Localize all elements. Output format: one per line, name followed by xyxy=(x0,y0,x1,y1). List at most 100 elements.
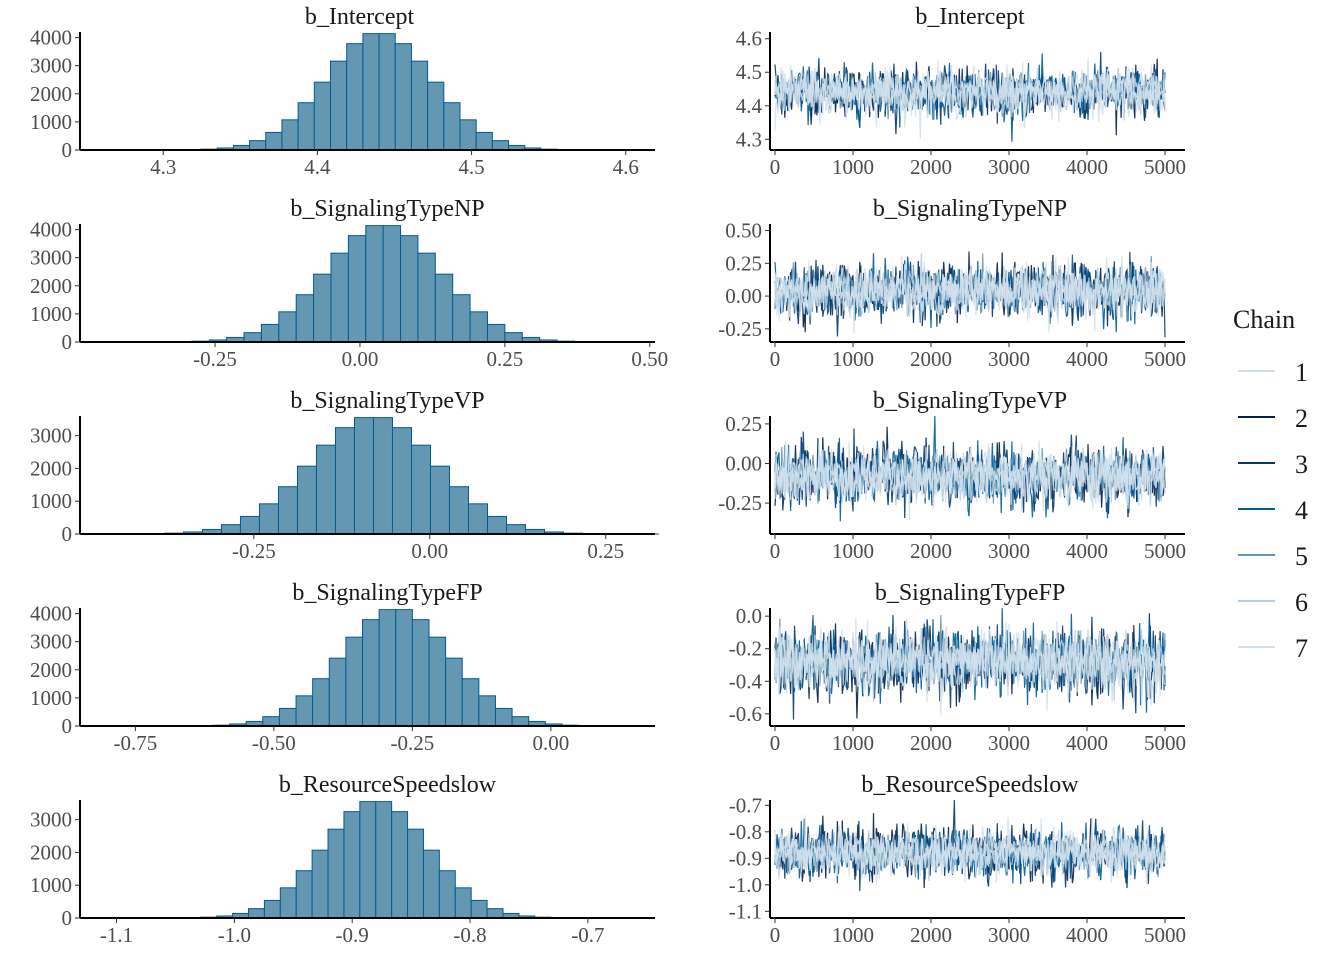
y-tick-label: 4.5 xyxy=(736,60,762,84)
y-tick-label: 3000 xyxy=(30,630,72,654)
y-tick-label: -0.9 xyxy=(729,846,762,870)
histogram-bar xyxy=(486,908,504,919)
histogram-panel: b_Intercept 4.3 4.4 4.5 4.6 0 1000 2000 3000 4000 xyxy=(30,4,655,179)
histogram-bar xyxy=(422,849,440,919)
histogram-bar xyxy=(511,716,530,727)
x-tick-label: 1000 xyxy=(832,347,874,371)
y-tick-label: 4000 xyxy=(30,218,72,242)
trace-panel: b_ResourceSpeedslow 0 1000 2000 3000 4000 5000… xyxy=(729,772,1186,947)
histogram-bar xyxy=(330,60,348,151)
histogram-panel: b_SignalingTypeNP -0.25 0.00 0.25 0.50 0 1000 2… xyxy=(30,196,668,371)
x-tick-label: 5000 xyxy=(1144,923,1186,947)
x-tick-label: 4000 xyxy=(1066,347,1108,371)
panel-title: b_SignalingTypeFP xyxy=(875,580,1065,606)
histogram-bar xyxy=(478,695,496,727)
histogram-bar xyxy=(429,465,450,535)
histogram-bar xyxy=(411,619,430,727)
histogram-bar xyxy=(311,849,329,919)
trace-line-chain-7 xyxy=(774,262,1166,324)
histogram-bar xyxy=(410,60,429,151)
legend-label: 1 xyxy=(1295,358,1308,387)
histogram-bar xyxy=(378,609,397,727)
histogram-bar xyxy=(438,870,456,919)
y-tick-label: 2000 xyxy=(30,840,72,864)
histogram-bar xyxy=(278,707,297,727)
x-tick-label: -0.50 xyxy=(252,731,296,755)
histogram-bar xyxy=(505,524,527,535)
y-tick-label: 4.4 xyxy=(736,94,763,118)
y-tick-label: 0.00 xyxy=(725,284,762,308)
y-tick-label: 4000 xyxy=(30,26,72,50)
x-tick-label: -0.9 xyxy=(336,923,369,947)
y-tick-label: 2000 xyxy=(30,658,72,682)
panel-title: b_Intercept xyxy=(915,4,1025,30)
histogram-bar xyxy=(265,131,283,151)
histogram-bar xyxy=(220,524,241,535)
x-tick-label: 1000 xyxy=(832,539,874,563)
y-tick-label: 0.00 xyxy=(725,452,762,476)
y-tick-label: 4.3 xyxy=(736,127,762,151)
y-tick-label: 0.50 xyxy=(725,219,762,243)
histogram-bar xyxy=(295,870,313,919)
histogram-bar xyxy=(395,609,413,727)
histogram-panel: b_ResourceSpeedslow -1.1 -1.0 -0.9 -0.8 -0.7 0… xyxy=(30,772,655,947)
y-tick-label: 1000 xyxy=(30,686,72,710)
x-tick-label: 4000 xyxy=(1066,731,1108,755)
x-tick-label: 0.25 xyxy=(587,539,624,563)
histogram-bar xyxy=(312,678,330,727)
trace-panel: b_SignalingTypeFP 0 1000 2000 3000 4000 5000 -0… xyxy=(729,580,1186,755)
trace-line-chain-1 xyxy=(774,617,1166,716)
histogram-bar xyxy=(239,515,260,535)
trace-panel: b_Intercept 0 1000 2000 3000 4000 5000 4.3 4.4 4.… xyxy=(736,4,1186,179)
legend-title: Chain xyxy=(1233,305,1295,334)
legend-label: 5 xyxy=(1295,542,1308,571)
histogram-bar xyxy=(279,887,297,919)
histogram-bar xyxy=(362,33,380,151)
histogram-bar xyxy=(445,657,463,727)
x-tick-label: -0.25 xyxy=(390,731,434,755)
histogram-bar xyxy=(448,486,469,535)
x-tick-label: 0 xyxy=(770,539,781,563)
y-tick-label: -1.1 xyxy=(729,899,762,923)
panel-title: b_ResourceSpeedslow xyxy=(279,772,497,798)
x-tick-label: -1.0 xyxy=(218,923,251,947)
histogram-bar xyxy=(452,294,471,343)
histogram-bar xyxy=(434,273,454,343)
legend-label: 6 xyxy=(1295,588,1308,617)
histogram-bar xyxy=(427,81,445,151)
histogram-bar xyxy=(258,503,279,535)
trace-line-chain-7 xyxy=(774,64,1166,118)
y-tick-label: 0 xyxy=(62,906,73,930)
histogram-panel: b_SignalingTypeFP -0.75 -0.50 -0.25 0.00 0 100… xyxy=(30,580,655,755)
histogram-bar xyxy=(375,801,393,919)
y-tick-label: -0.4 xyxy=(729,669,763,693)
histogram-bar xyxy=(281,119,299,151)
histogram-bar xyxy=(469,311,488,343)
x-tick-label: 3000 xyxy=(988,923,1030,947)
panel-title: b_ResourceSpeedslow xyxy=(861,772,1079,798)
x-tick-label: -0.8 xyxy=(453,923,486,947)
x-tick-label: 0.00 xyxy=(532,731,569,755)
histogram-bar xyxy=(347,235,367,343)
legend-label: 4 xyxy=(1295,496,1308,525)
histogram-bar xyxy=(400,235,419,343)
histogram-panel: b_SignalingTypeVP -0.25 0.00 0.25 0 1000 2000 3… xyxy=(30,388,660,563)
histogram-bar xyxy=(345,636,364,727)
histogram-bar xyxy=(459,119,477,151)
trace-line-chain-1 xyxy=(774,814,1166,886)
panel-title: b_SignalingTypeVP xyxy=(873,388,1067,414)
x-tick-label: 4.4 xyxy=(304,155,331,179)
legend-label: 7 xyxy=(1295,634,1308,663)
histogram-bar xyxy=(247,908,265,919)
histogram-bar xyxy=(391,811,409,919)
histogram-bar xyxy=(295,695,314,727)
x-tick-label: 4.6 xyxy=(613,155,639,179)
y-tick-label: 0.25 xyxy=(725,412,762,436)
y-tick-label: 0.0 xyxy=(736,604,762,628)
histogram-bar xyxy=(486,515,507,535)
y-tick-label: 0 xyxy=(62,138,73,162)
legend-label: 2 xyxy=(1295,404,1308,433)
y-tick-label: -0.25 xyxy=(718,491,762,515)
y-tick-label: -0.6 xyxy=(729,702,762,726)
